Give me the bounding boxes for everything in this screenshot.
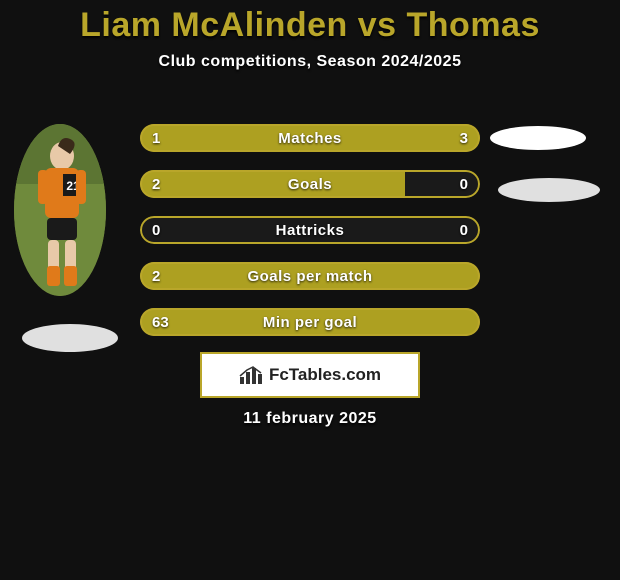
chart-bars-icon	[239, 365, 263, 385]
comparison-infographic: Liam McAlinden vs Thomas Club competitio…	[0, 0, 620, 580]
player-silhouette-icon: 21	[14, 124, 106, 296]
player-right-shadow	[498, 178, 600, 202]
stat-label: Goals	[140, 170, 480, 198]
stat-row: 13Matches	[140, 124, 480, 152]
comparison-bars: 13Matches 20Goals 00Hattricks 2Goals per ma…	[140, 124, 480, 354]
date-text: 11 february 2025	[0, 410, 620, 428]
page-title: Liam McAlinden vs Thomas	[0, 0, 620, 45]
player-left-avatar: 21	[14, 124, 106, 296]
stat-label: Matches	[140, 124, 480, 152]
branding-box: FcTables.com	[200, 352, 420, 398]
stat-label: Min per goal	[140, 308, 480, 336]
stat-row: 20Goals	[140, 170, 480, 198]
stat-row: 63Min per goal	[140, 308, 480, 336]
branding-text: FcTables.com	[269, 365, 381, 385]
stat-label: Goals per match	[140, 262, 480, 290]
stat-row: 00Hattricks	[140, 216, 480, 244]
winner-marker	[490, 126, 586, 150]
stat-row: 2Goals per match	[140, 262, 480, 290]
player-left-shadow	[22, 324, 118, 352]
subtitle: Club competitions, Season 2024/2025	[0, 53, 620, 71]
stat-label: Hattricks	[140, 216, 480, 244]
